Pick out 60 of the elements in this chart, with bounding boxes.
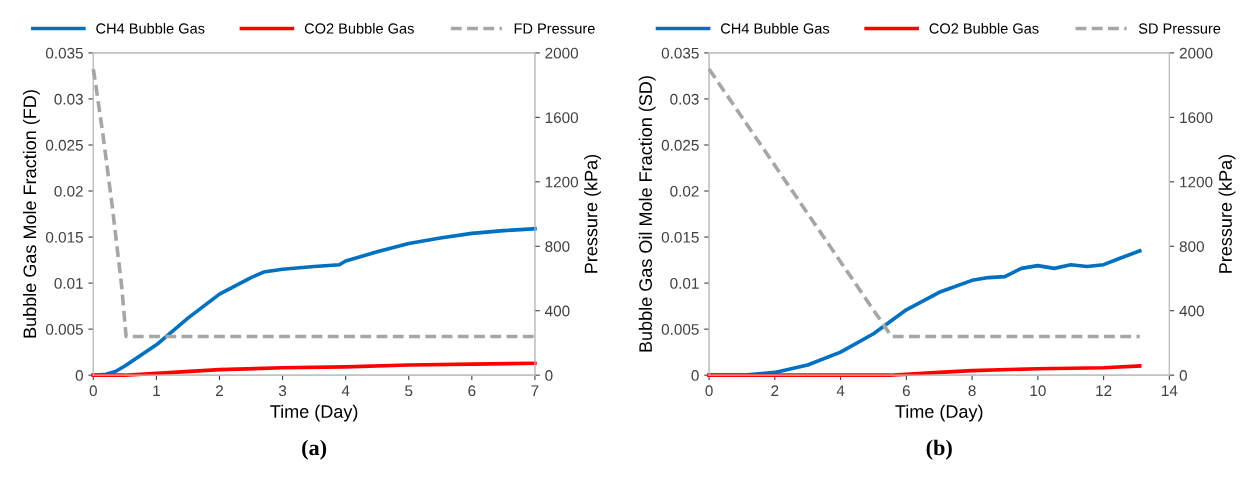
line-series xyxy=(91,67,537,339)
x-axis-title: Time (Day) xyxy=(270,404,358,422)
text: (a) xyxy=(302,439,327,460)
y-tick-label: 0 xyxy=(75,370,83,381)
y-tick-label: 0.035 xyxy=(45,47,83,59)
y-axis-title: Bubble Gas Mole Fraction (FD) xyxy=(22,90,40,338)
y2-tick-label: 800 xyxy=(1179,241,1204,252)
line-series xyxy=(707,364,1142,377)
y2-tick-label: 1200 xyxy=(1180,176,1213,188)
y-tick-label: 0.03 xyxy=(54,93,83,105)
y-tick-label: 0.03 xyxy=(670,93,699,105)
legend-label: CO2 Bubble Gas xyxy=(929,22,1039,34)
x-tick-label: 7 xyxy=(531,385,539,396)
y-tick-label: 0.02 xyxy=(54,185,83,197)
y2-tick-label: 0 xyxy=(545,370,553,381)
x-tick-label: 0 xyxy=(705,385,713,397)
y-tick-label: 0.015 xyxy=(661,231,699,243)
x-tick-label: 5 xyxy=(405,385,413,397)
legend-label: CH4 Bubble Gas xyxy=(96,22,205,34)
x-tick-label: 6 xyxy=(902,385,910,397)
legend-label: CO2 Bubble Gas xyxy=(304,22,414,34)
y2-tick-label: 0 xyxy=(1179,370,1187,381)
y-tick-label: 0.025 xyxy=(661,139,699,151)
y-tick-label: 0.005 xyxy=(45,324,83,335)
y2-tick-label: 2000 xyxy=(1179,47,1213,59)
y2-tick-label: 800 xyxy=(545,241,570,252)
y2-tick-label: 1200 xyxy=(545,176,579,188)
y-axis-title: Bubble Gas Oil Mole Fraction (SD) xyxy=(638,76,656,352)
y-tick-label: 0.035 xyxy=(661,47,699,59)
legend-label: CH4 Bubble Gas xyxy=(720,22,830,34)
y-tick-label: 0.02 xyxy=(670,185,699,197)
x-tick-label: 3 xyxy=(278,385,287,397)
y-tick-label: 0 xyxy=(691,370,699,381)
y-tick-label: 0.01 xyxy=(670,277,699,289)
x-tick-label: 10 xyxy=(1030,385,1046,397)
x-axis-title: Time (Day) xyxy=(895,404,983,422)
y-tick-label: 0.005 xyxy=(661,324,699,335)
x-tick-label: 1 xyxy=(153,385,160,396)
x-tick-label: 2 xyxy=(216,385,223,396)
y2-axis-title: Pressure (kPa) xyxy=(1218,154,1236,273)
x-tick-label: 8 xyxy=(968,385,976,397)
x-tick-label: 12 xyxy=(1096,385,1112,396)
x-tick-label: 2 xyxy=(771,385,779,396)
y-tick-label: 0.025 xyxy=(45,139,83,151)
y2-tick-label: 1600 xyxy=(1180,112,1213,124)
y2-tick-label: 2000 xyxy=(545,47,579,59)
y2-tick-label: 400 xyxy=(544,305,570,317)
x-tick-label: 4 xyxy=(341,385,350,396)
y-tick-label: 0.015 xyxy=(45,231,83,243)
y2-axis-title: Pressure (kPa) xyxy=(584,154,601,273)
y-tick-label: 0.01 xyxy=(54,277,83,289)
legend-label: FD Pressure xyxy=(514,23,595,34)
y2-tick-label: 400 xyxy=(1179,305,1204,317)
legend-label: SD Pressure xyxy=(1138,23,1221,34)
x-tick-label: 14 xyxy=(1162,385,1178,396)
text: (b) xyxy=(926,439,952,460)
y2-tick-label: 1600 xyxy=(545,112,579,124)
x-tick-label: 0 xyxy=(89,385,97,397)
x-tick-label: 6 xyxy=(468,385,476,397)
x-tick-label: 4 xyxy=(836,385,845,396)
